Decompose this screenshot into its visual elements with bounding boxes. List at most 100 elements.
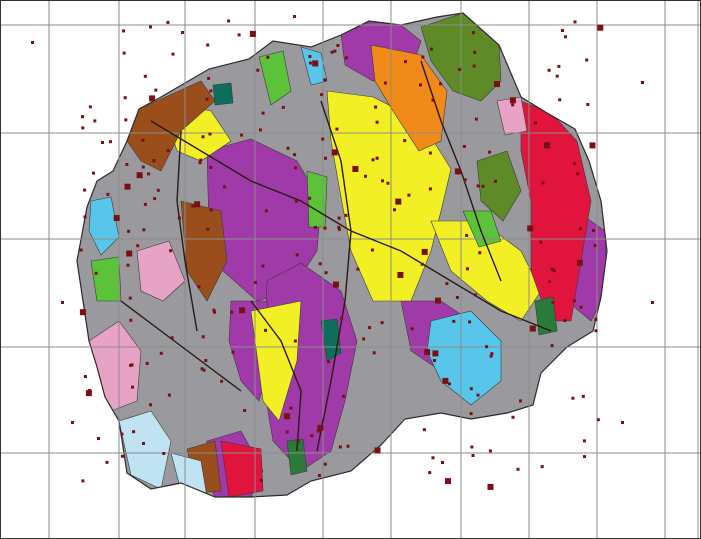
station-marker-68	[576, 259, 583, 266]
station-marker-126	[318, 262, 322, 266]
station-marker-8	[142, 228, 146, 232]
station-marker-182	[128, 296, 132, 300]
station-marker-232	[403, 139, 407, 143]
station-marker-119	[207, 76, 211, 80]
station-marker-81	[94, 271, 98, 275]
station-marker-71	[551, 301, 555, 305]
station-marker-37	[509, 97, 516, 104]
station-marker-197	[557, 64, 561, 68]
station-marker-224	[152, 159, 156, 163]
station-marker-62	[469, 387, 473, 391]
station-marker-199	[519, 399, 522, 403]
station-marker-239	[472, 64, 476, 68]
station-markers	[31, 15, 654, 490]
station-marker-50	[122, 51, 126, 55]
station-marker-59	[594, 318, 598, 321]
station-marker-105	[240, 133, 244, 137]
fault-line-2	[176, 130, 198, 332]
station-marker-56	[317, 474, 321, 477]
station-marker-74	[123, 96, 127, 100]
station-marker-251	[429, 47, 433, 51]
station-marker-140	[581, 394, 585, 398]
light-blue-unit-polygon-17	[88, 196, 120, 256]
station-marker-215	[558, 98, 562, 102]
outer-station-marker-4	[293, 15, 296, 18]
station-marker-202	[149, 403, 152, 407]
station-marker-44	[404, 60, 407, 64]
station-marker-148	[81, 479, 85, 483]
station-marker-14	[120, 454, 124, 458]
station-marker-134	[473, 50, 477, 54]
station-marker-154	[88, 105, 92, 109]
station-marker-205	[548, 280, 552, 283]
station-marker-234	[323, 462, 327, 466]
station-marker-118	[432, 350, 439, 357]
station-marker-175	[487, 483, 494, 490]
outer-station-marker-3	[71, 421, 74, 424]
outer-station-marker-0	[31, 41, 34, 44]
station-marker-100	[541, 181, 545, 185]
station-marker-78	[547, 68, 551, 72]
station-marker-160	[573, 162, 577, 166]
station-marker-114	[374, 447, 381, 454]
station-marker-34	[544, 142, 551, 149]
station-marker-149	[208, 132, 212, 136]
station-marker-238	[324, 156, 327, 160]
station-marker-33	[323, 78, 327, 82]
station-marker-111	[428, 471, 432, 475]
red-unit-polygon-15	[220, 440, 264, 497]
brown-unit-polygon-11	[126, 80, 216, 172]
station-marker-191	[470, 445, 474, 449]
station-marker-242	[478, 251, 482, 255]
brown-unit-polygon-12	[180, 200, 228, 302]
station-marker-166	[494, 179, 497, 183]
station-marker-227	[342, 394, 346, 398]
station-marker-109	[79, 309, 86, 316]
station-marker-86	[124, 118, 128, 122]
station-marker-55	[338, 445, 342, 449]
station-marker-189	[489, 354, 493, 358]
station-marker-123	[154, 88, 158, 92]
station-marker-236	[586, 103, 590, 106]
station-marker-101	[206, 43, 210, 47]
station-marker-41	[333, 49, 337, 53]
station-marker-90	[490, 352, 494, 356]
station-marker-248	[326, 360, 330, 364]
outer-station-marker-8	[441, 461, 444, 464]
station-marker-235	[564, 35, 567, 39]
station-marker-167	[209, 165, 213, 169]
outer-station-marker-5	[641, 81, 644, 84]
station-marker-61	[368, 326, 372, 330]
station-marker-120	[109, 140, 112, 144]
station-marker-12	[364, 174, 367, 178]
yellow-unit-polygon-9	[250, 300, 302, 422]
station-marker-98	[471, 454, 475, 457]
station-marker-220	[431, 456, 435, 460]
station-marker-178	[205, 97, 209, 101]
station-marker-13	[481, 184, 485, 188]
outer-station-marker-2	[61, 301, 64, 304]
station-marker-27	[92, 171, 95, 175]
station-marker-79	[194, 201, 201, 208]
station-marker-121	[356, 267, 360, 271]
station-marker-180	[256, 68, 260, 72]
station-marker-174	[435, 297, 441, 304]
station-marker-52	[308, 196, 312, 200]
station-marker-95	[466, 267, 469, 271]
station-marker-102	[259, 478, 263, 482]
station-marker-70	[200, 367, 204, 371]
station-marker-252	[433, 359, 436, 362]
fault-line-5	[120, 300, 242, 392]
station-marker-43	[149, 95, 156, 102]
station-marker-237	[85, 390, 92, 397]
map-body	[76, 12, 608, 498]
station-marker-229	[231, 350, 235, 354]
station-marker-172	[371, 158, 375, 162]
station-marker-49	[266, 55, 270, 59]
teal-unit-polygon-32	[212, 82, 234, 106]
station-marker-221	[471, 31, 475, 35]
station-marker-200	[324, 271, 328, 275]
station-marker-128	[321, 137, 325, 141]
station-marker-130	[317, 424, 324, 431]
station-marker-158	[126, 250, 133, 257]
